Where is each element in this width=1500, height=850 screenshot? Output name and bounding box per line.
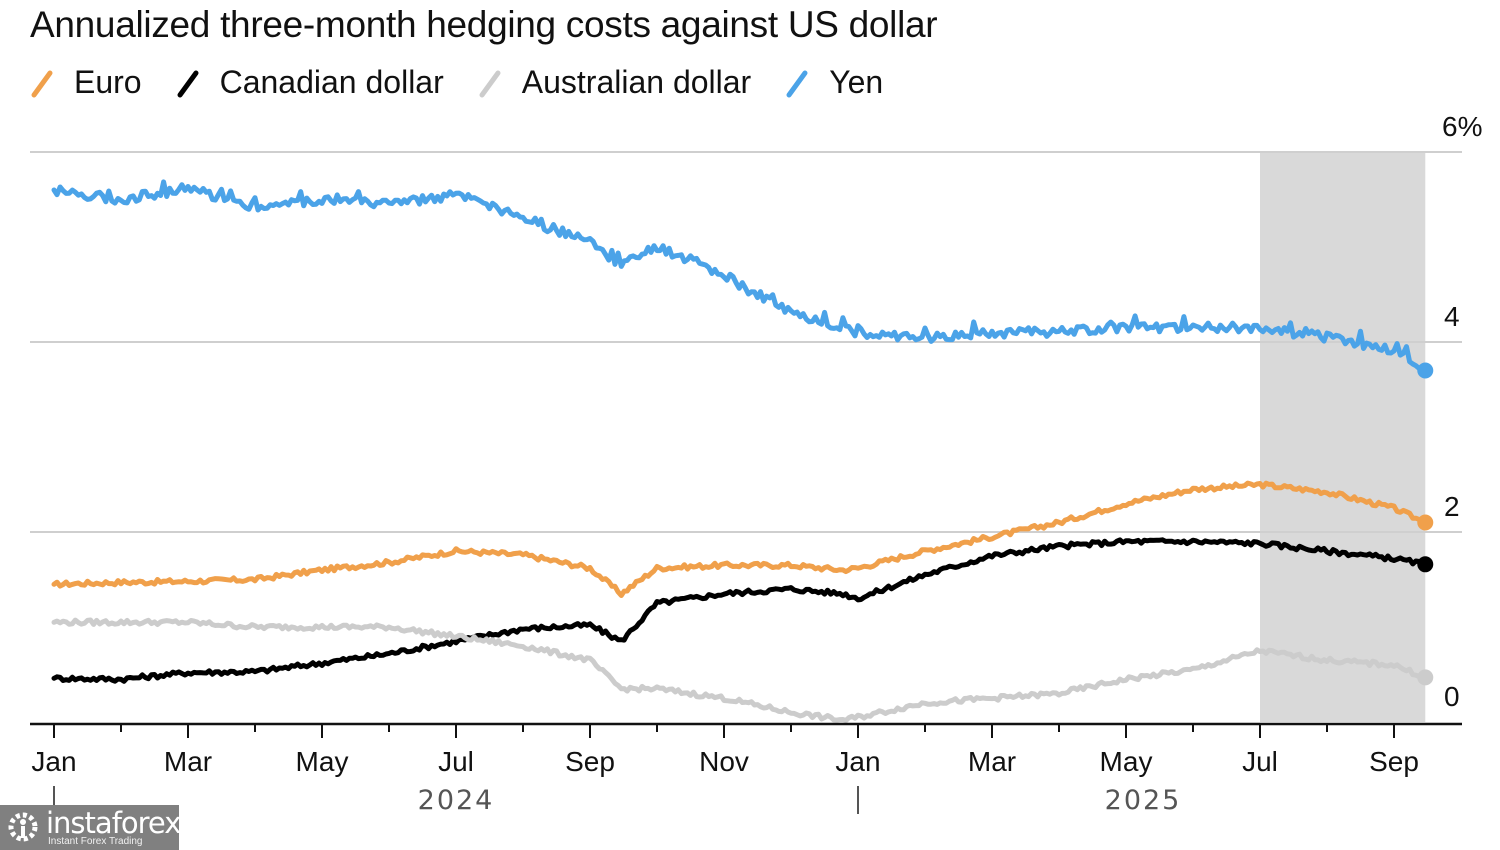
legend-label-canadian-dollar: Canadian dollar bbox=[219, 64, 444, 100]
x-tick-label: Jan bbox=[31, 746, 76, 777]
legend-label-euro: Euro bbox=[74, 64, 142, 100]
x-tick-label: Sep bbox=[565, 746, 615, 777]
legend-item-australian-dollar: Australian dollar bbox=[478, 64, 751, 101]
series-line-yen bbox=[51, 179, 1428, 374]
x-year-label-2024: 2024 bbox=[418, 785, 495, 816]
x-tick-label: Sep bbox=[1369, 746, 1419, 777]
y-tick-label-4: 4 bbox=[1444, 301, 1460, 332]
series-endpoint-euro bbox=[1417, 514, 1434, 531]
series-endpoint-yen bbox=[1417, 362, 1434, 379]
x-year-label-2025: 2025 bbox=[1105, 785, 1182, 816]
y-tick-label-6: 6% bbox=[1442, 111, 1482, 142]
y-tick-label-0: 0 bbox=[1444, 681, 1460, 712]
series-line-australian-dollar bbox=[51, 617, 1428, 723]
series-line-canadian-dollar bbox=[51, 537, 1428, 684]
highlight-band bbox=[1260, 152, 1426, 722]
x-tick-label: Nov bbox=[699, 746, 749, 777]
x-tick-label: Jul bbox=[438, 746, 474, 777]
legend-label-australian-dollar: Australian dollar bbox=[521, 64, 752, 100]
x-tick-label: Mar bbox=[164, 746, 212, 777]
legend-swatch-canadian-dollar-icon bbox=[177, 70, 199, 97]
watermark-name: instaforex bbox=[46, 806, 181, 840]
legend: Euro Canadian dollar Australian dollar Y… bbox=[30, 64, 917, 101]
y-axis-labels: 0 2 4 6% bbox=[1442, 111, 1482, 712]
y-tick-label-2: 2 bbox=[1444, 491, 1460, 522]
watermark-tagline: Instant Forex Trading bbox=[48, 836, 143, 847]
series-line-euro bbox=[51, 480, 1428, 598]
gear-logo-icon bbox=[8, 812, 38, 842]
series-layer bbox=[51, 179, 1434, 723]
legend-item-euro: Euro bbox=[30, 64, 142, 101]
x-tick-label: Jul bbox=[1242, 746, 1278, 777]
legend-item-yen: Yen bbox=[785, 64, 883, 101]
x-axis: Jan Mar May Jul Sep Nov Jan Mar May Jul Sep 2024 202… bbox=[30, 722, 1462, 816]
series-endpoint-australian-dollar bbox=[1417, 669, 1434, 686]
x-tick-label: May bbox=[296, 746, 349, 777]
gridlines bbox=[30, 151, 1462, 533]
chart-title: Annualized three-month hedging costs aga… bbox=[30, 4, 938, 45]
highlight-band-layer bbox=[1260, 152, 1426, 722]
watermark: instaforex Instant Forex Trading bbox=[0, 805, 181, 850]
x-tick-label: Mar bbox=[968, 746, 1016, 777]
legend-swatch-euro-icon bbox=[31, 70, 53, 97]
series-endpoint-canadian-dollar bbox=[1417, 556, 1434, 573]
legend-swatch-australian-dollar-icon bbox=[479, 70, 501, 97]
legend-swatch-yen-icon bbox=[786, 70, 808, 97]
legend-item-canadian-dollar: Canadian dollar bbox=[176, 64, 444, 101]
x-tick-label: Jan bbox=[835, 746, 880, 777]
legend-label-yen: Yen bbox=[829, 64, 884, 100]
x-tick-label: May bbox=[1100, 746, 1153, 777]
